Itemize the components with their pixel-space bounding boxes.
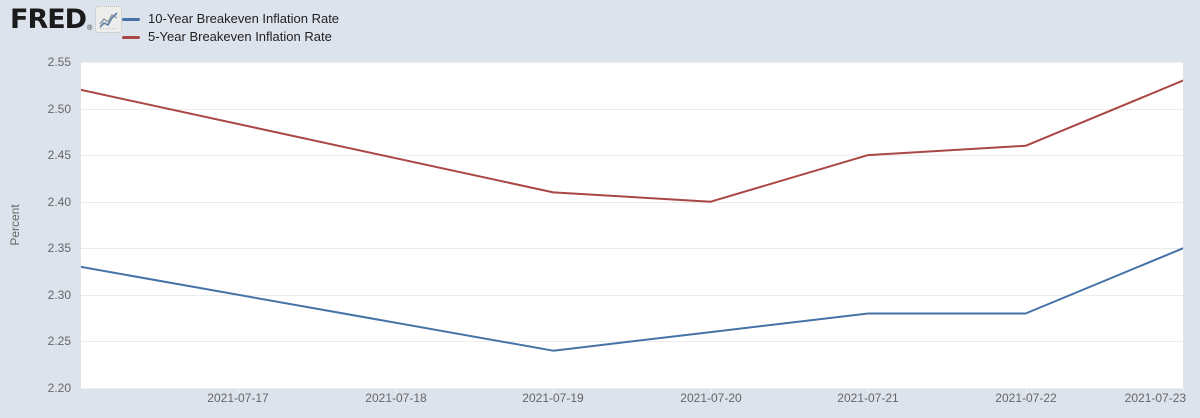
x-tick-mark: [238, 388, 239, 393]
x-tick-mark: [1183, 388, 1184, 393]
legend-item-0[interactable]: 10-Year Breakeven Inflation Rate: [122, 10, 339, 28]
x-tick-label: 2021-07-19: [522, 391, 584, 405]
fred-logo[interactable]: FRED ®: [10, 4, 123, 35]
fred-logo-text: FRED: [10, 4, 87, 35]
y-axis-title: Percent: [8, 204, 22, 246]
y-tick-label: 2.25: [47, 334, 71, 349]
gridline: [81, 109, 1183, 110]
x-tick-label: 2021-07-22: [995, 391, 1057, 405]
legend-label: 5-Year Breakeven Inflation Rate: [148, 29, 332, 44]
legend-label: 10-Year Breakeven Inflation Rate: [148, 11, 340, 26]
series-line-1: [81, 79, 1183, 203]
x-tick-mark: [868, 388, 869, 393]
x-tick-label: 2021-07-17: [207, 391, 269, 405]
gridline: [81, 295, 1183, 296]
legend-item-1[interactable]: 5-Year Breakeven Inflation Rate: [122, 28, 339, 46]
gridline: [81, 62, 1183, 63]
x-tick-label: 2021-07-21: [837, 391, 899, 405]
x-tick-label: 2021-07-23: [1124, 391, 1187, 405]
y-tick-label: 2.45: [47, 148, 71, 163]
fred-sparkline-icon: [95, 6, 123, 33]
y-tick-label: 2.40: [47, 194, 71, 209]
y-tick-label: 2.30: [47, 287, 71, 302]
registered-trademark-symbol: ®: [87, 25, 93, 32]
x-tick-mark: [553, 388, 554, 393]
legend: 10-Year Breakeven Inflation Rate 5-Year B…: [122, 10, 339, 46]
y-tick-label: 2.20: [47, 381, 71, 395]
y-tick-label: 2.55: [47, 55, 71, 69]
x-tick-mark: [711, 388, 712, 393]
series-layer: [81, 79, 1183, 352]
gridline: [81, 155, 1183, 156]
x-tick-label: 2021-07-20: [680, 391, 742, 405]
chart-header: FRED ® 10-Year Breakeven Inflation Rate 5…: [0, 0, 1200, 62]
legend-line-swatch: [122, 35, 140, 39]
legend-line-swatch: [122, 17, 140, 21]
y-tick-label: 2.50: [47, 101, 71, 116]
series-line-0: [81, 247, 1183, 352]
gridline: [81, 388, 1183, 389]
gridline: [81, 248, 1183, 249]
y-tick-label: 2.35: [47, 241, 71, 256]
x-tick-mark: [1026, 388, 1027, 393]
gridline: [81, 202, 1183, 203]
x-tick-label: 2021-07-18: [365, 391, 427, 405]
x-tick-mark: [396, 388, 397, 393]
